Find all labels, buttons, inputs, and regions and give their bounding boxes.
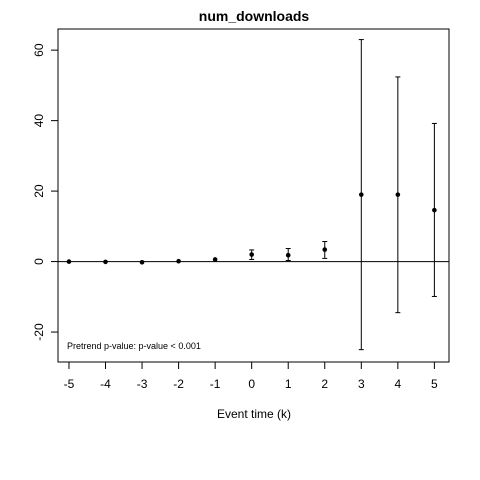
x-tick-label: -3 (137, 377, 148, 391)
plot-frame (57, 28, 450, 363)
data-point (139, 259, 145, 265)
y-tick-label: 40 (32, 114, 46, 128)
x-tick-label: 5 (431, 377, 438, 391)
x-axis-label: Event time (k) (217, 407, 291, 421)
data-point (358, 192, 364, 197)
chart-title: num_downloads (199, 8, 310, 24)
x-axis: -5 -4 -3 -2 -1 0 1 2 3 4 5 (64, 361, 438, 391)
data-point (176, 258, 181, 264)
data-point (395, 192, 401, 197)
y-tick-label: -20 (32, 323, 46, 341)
x-tick-label: -1 (210, 377, 221, 391)
data-point (285, 252, 291, 258)
x-tick-label: -2 (173, 377, 184, 391)
data-point (212, 257, 218, 262)
data-point (249, 252, 254, 257)
data-marks (66, 39, 437, 351)
x-tick-label: 3 (358, 377, 365, 391)
y-tick-label: 60 (32, 43, 46, 57)
data-point (66, 259, 72, 264)
y-tick-label: 0 (32, 258, 46, 265)
x-tick-label: -5 (64, 377, 75, 391)
x-tick-label: 4 (394, 377, 401, 391)
data-point (103, 259, 108, 265)
data-point (322, 247, 328, 252)
x-tick-label: 1 (285, 377, 292, 391)
y-axis: -20 0 20 40 60 (32, 43, 59, 341)
pretrend-annotation: Pretrend p-value: p-value < 0.001 (67, 341, 201, 351)
data-point (432, 207, 437, 213)
x-tick-label: -4 (100, 377, 111, 391)
y-tick-label: 20 (32, 184, 46, 198)
x-tick-label: 0 (248, 377, 255, 391)
x-tick-label: 2 (321, 377, 328, 391)
